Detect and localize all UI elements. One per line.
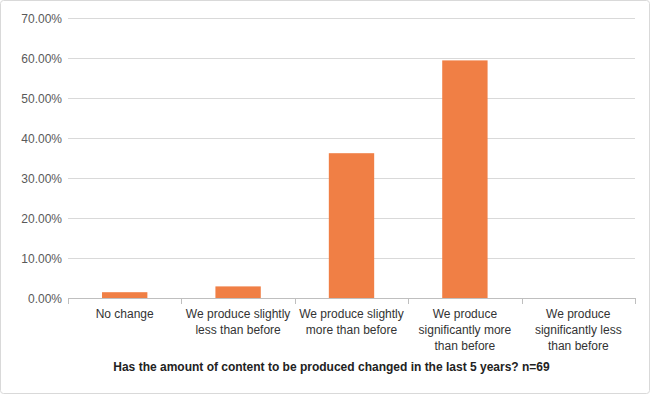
label-line: than before [548, 339, 609, 353]
x-tick [295, 298, 296, 304]
bar [102, 292, 147, 298]
x-tick-label: We produce slightly less than before [186, 307, 291, 337]
label-line: No change [96, 307, 154, 321]
bar [329, 153, 374, 298]
grid-line [68, 138, 635, 139]
label-line: more than before [306, 323, 398, 337]
x-tick [635, 298, 636, 304]
grid-line [68, 18, 635, 19]
label-line: We produce slightly [186, 307, 291, 321]
chart: 0.00% 10.00% 20.00% 30.00% 40.00% 50.00% 60.00… [0, 0, 650, 394]
grid-line [68, 58, 635, 59]
x-tick [181, 298, 182, 304]
label-line: We produce [433, 307, 498, 321]
y-tick-label: 20.00% [21, 212, 62, 226]
y-tick-label: 10.00% [21, 252, 62, 266]
grid-line [68, 298, 635, 299]
x-tick [522, 298, 523, 304]
label-line: significantly less [535, 323, 622, 337]
bar [215, 286, 260, 298]
label-line: significantly more [419, 323, 512, 337]
x-tick-label: We produce slightly more than before [299, 307, 404, 337]
label-line: We produce [546, 307, 611, 321]
chart-title: Has the amount of content to be produced… [113, 360, 550, 374]
bar [442, 60, 487, 298]
y-tick-label: 70.00% [21, 12, 62, 26]
y-tick-label: 60.00% [21, 52, 62, 66]
x-tick [68, 298, 69, 304]
x-tick-label: We produce significantly more than before [419, 307, 512, 353]
x-axis [68, 298, 635, 299]
bars [102, 60, 488, 298]
y-tick-label: 40.00% [21, 132, 62, 146]
x-tick-label: We produce significantly less than before [535, 307, 622, 353]
chart-frame [1, 1, 650, 394]
label-line: We produce slightly [299, 307, 404, 321]
y-tick-label: 50.00% [21, 92, 62, 106]
bar [556, 298, 601, 299]
y-tick-label: 30.00% [21, 172, 62, 186]
y-tick-label: 0.00% [28, 292, 62, 306]
label-line: less than before [195, 323, 281, 337]
x-tick-label: No change [96, 307, 154, 321]
label-line: than before [435, 339, 496, 353]
x-tick [408, 298, 409, 304]
grid-line [68, 98, 635, 99]
